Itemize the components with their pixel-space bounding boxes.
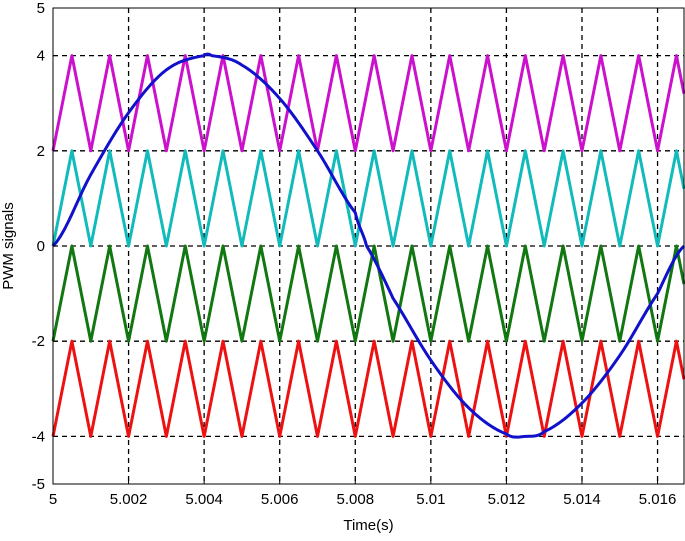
series-line-4	[51, 52, 685, 439]
y-tick-label: 5	[37, 0, 45, 17]
x-tick-label: 5.01	[416, 491, 445, 508]
x-tick-label: 5.014	[563, 491, 601, 508]
x-tick-label: 5	[49, 491, 57, 508]
x-tick-label: 5.006	[261, 491, 299, 508]
series-line-3	[51, 339, 685, 438]
y-tick-label: -2	[32, 333, 45, 350]
y-tick-label: -4	[32, 428, 45, 445]
y-tick-label: -5	[32, 476, 45, 493]
series-line-1	[51, 149, 685, 248]
y-tick-label: 0	[37, 238, 45, 255]
series-line-2	[51, 244, 685, 343]
x-axis-label: Time(s)	[343, 517, 393, 534]
x-tick-label: 5.004	[185, 491, 223, 508]
y-tick-label: 4	[37, 48, 45, 65]
series-layer	[51, 52, 685, 439]
x-tick-label: 5.008	[337, 491, 375, 508]
y-axis-label: PWM signals	[0, 202, 17, 290]
x-tick-label: 5.016	[639, 491, 677, 508]
x-tick-label: 5.012	[488, 491, 526, 508]
series-line-0	[51, 54, 685, 153]
y-tick-label: 2	[37, 143, 45, 160]
tick-layer: 5 5.002 5.004 5.006 5.008 5.01 5.012 5.014 5.016…	[32, 0, 677, 508]
x-tick-label: 5.002	[110, 491, 148, 508]
